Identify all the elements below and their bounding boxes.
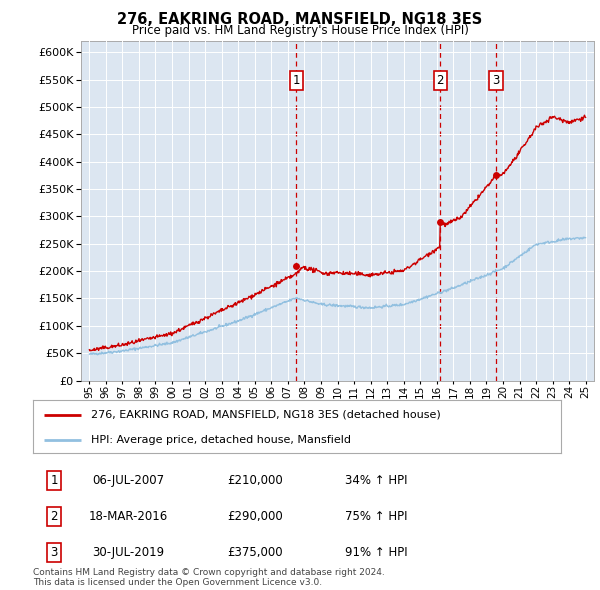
Text: 2: 2	[50, 510, 58, 523]
Text: 1: 1	[293, 74, 300, 87]
Text: HPI: Average price, detached house, Mansfield: HPI: Average price, detached house, Mans…	[91, 435, 351, 445]
Text: 91% ↑ HPI: 91% ↑ HPI	[345, 546, 407, 559]
Text: 2: 2	[437, 74, 444, 87]
Text: £210,000: £210,000	[227, 474, 283, 487]
Text: £290,000: £290,000	[227, 510, 283, 523]
Text: 18-MAR-2016: 18-MAR-2016	[88, 510, 167, 523]
Text: 1: 1	[50, 474, 58, 487]
Text: Price paid vs. HM Land Registry's House Price Index (HPI): Price paid vs. HM Land Registry's House …	[131, 24, 469, 37]
Text: Contains HM Land Registry data © Crown copyright and database right 2024.: Contains HM Land Registry data © Crown c…	[33, 568, 385, 577]
Text: 06-JUL-2007: 06-JUL-2007	[92, 474, 164, 487]
Text: 30-JUL-2019: 30-JUL-2019	[92, 546, 164, 559]
Text: 3: 3	[50, 546, 58, 559]
Text: £375,000: £375,000	[227, 546, 283, 559]
Text: 75% ↑ HPI: 75% ↑ HPI	[345, 510, 407, 523]
Text: 34% ↑ HPI: 34% ↑ HPI	[345, 474, 407, 487]
Text: 276, EAKRING ROAD, MANSFIELD, NG18 3ES: 276, EAKRING ROAD, MANSFIELD, NG18 3ES	[118, 12, 482, 27]
Text: 3: 3	[492, 74, 500, 87]
Text: This data is licensed under the Open Government Licence v3.0.: This data is licensed under the Open Gov…	[33, 578, 322, 587]
Text: 276, EAKRING ROAD, MANSFIELD, NG18 3ES (detached house): 276, EAKRING ROAD, MANSFIELD, NG18 3ES (…	[91, 410, 441, 420]
